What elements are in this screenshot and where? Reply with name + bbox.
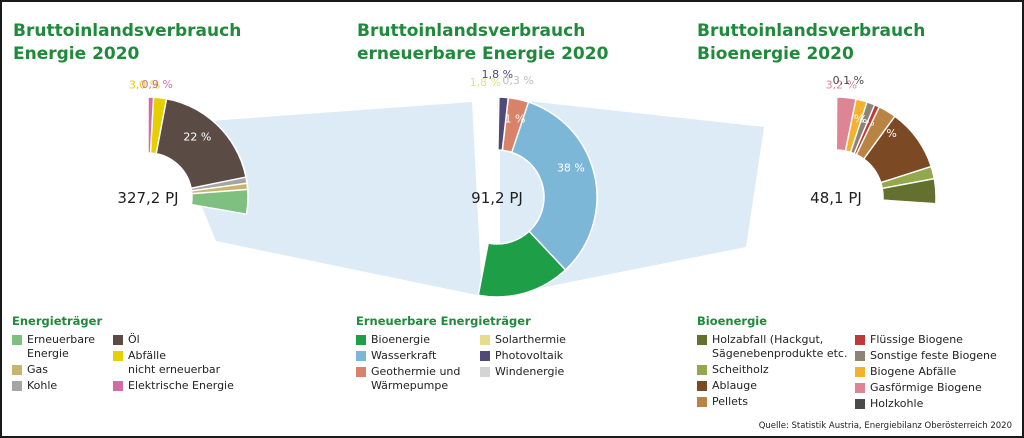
- slice-label: 3,2 %: [826, 79, 857, 92]
- legend-swatch: [855, 335, 865, 345]
- legend-label: Ablauge: [712, 379, 758, 392]
- chart-title-line: Energie 2020: [13, 44, 140, 64]
- connector-wedge: [168, 102, 482, 296]
- legend-label: Scheitholz: [712, 363, 769, 376]
- legend-swatch: [480, 351, 490, 361]
- legend-label: Kohle: [27, 379, 58, 392]
- legend-swatch: [113, 381, 123, 391]
- legend-label: Abfälle nicht erneuerbar: [128, 349, 221, 376]
- legend-label: Flüssige Biogene: [870, 333, 963, 346]
- center-total-label: 48,1 PJ: [810, 189, 862, 207]
- legend-title: Energieträger: [12, 314, 103, 328]
- legend-label: Öl: [128, 333, 140, 346]
- legend-swatch: [855, 351, 865, 361]
- legend-label: Geothermie und Wärmepumpe: [371, 365, 461, 392]
- legend-label: Gas: [27, 363, 48, 376]
- legend-label: Windenergie: [495, 365, 565, 378]
- center-total-label: 91,2 PJ: [471, 189, 523, 207]
- legend-label: Holzabfall (Hackgut, Sägenebenprodukte et…: [712, 333, 848, 360]
- legend-label: Wasserkraft: [371, 349, 437, 362]
- legend-label: Sonstige feste Biogene: [870, 349, 997, 362]
- legend-swatch: [480, 367, 490, 377]
- source-note: Quelle: Statistik Austria, Energiebilanz…: [758, 421, 1012, 431]
- legend-label: Gasförmige Biogene: [870, 381, 982, 394]
- slice-label: 0,3 %: [502, 74, 533, 87]
- legend-swatch: [12, 381, 22, 391]
- legend-label: Photovoltaik: [495, 349, 564, 362]
- slice-label: 0,9 %: [141, 78, 172, 91]
- chart-title-line: Bioenergie 2020: [697, 44, 854, 64]
- legend-swatch: [697, 335, 707, 345]
- legend-label: Bioenergie: [371, 333, 430, 346]
- legend-swatch: [356, 351, 366, 361]
- legend-swatch: [697, 381, 707, 391]
- donut-slice: [147, 96, 247, 190]
- legend-label: Elektrische Energie: [128, 379, 234, 392]
- legend-title: Bioenergie: [697, 314, 768, 328]
- legend-label: Solarthermie: [495, 333, 566, 346]
- legend-swatch: [113, 351, 123, 361]
- slice-label: 22 %: [183, 131, 211, 144]
- legend-swatch: [356, 335, 366, 345]
- legend-swatch: [855, 367, 865, 377]
- legend-label: Holzkohle: [870, 397, 924, 410]
- slice-label: 3,0 %: [129, 78, 160, 91]
- donut-slice: [147, 96, 155, 154]
- legend-title: Erneuerbare Energieträger: [356, 314, 531, 328]
- legend-label: Biogene Abfälle: [870, 365, 957, 378]
- chart-title-bioenergie: Bruttoinlandsverbrauch Bioenergie 2020: [697, 20, 925, 66]
- chart-title-erneuerbare: Bruttoinlandsverbrauch erneuerbare Energ…: [357, 20, 608, 66]
- donut-slice: [496, 96, 598, 271]
- chart-title-line: erneuerbare Energie 2020: [357, 44, 609, 64]
- legend-swatch: [356, 367, 366, 377]
- chart-title-line: Bruttoinlandsverbrauch: [357, 21, 586, 41]
- legend-label: Pellets: [712, 395, 748, 408]
- slice-label: 1,8 %: [482, 68, 513, 81]
- legend-swatch: [480, 335, 490, 345]
- chart-title-line: Bruttoinlandsverbrauch: [697, 21, 926, 41]
- legend-swatch: [855, 399, 865, 409]
- slice-label: 1,8 %: [470, 76, 501, 89]
- legend-swatch: [12, 335, 22, 345]
- chart-title-line: Bruttoinlandsverbrauch: [13, 21, 242, 41]
- donut-slice: [835, 96, 838, 151]
- legend-label: Erneuerbare Energie: [27, 333, 96, 360]
- slice-label: 0,1 %: [833, 74, 864, 87]
- donut-slice: [496, 96, 500, 151]
- slice-label: 38 %: [557, 162, 585, 175]
- legend-swatch: [12, 365, 22, 375]
- legend-swatch: [113, 335, 123, 345]
- chart-title-energie: Bruttoinlandsverbrauch Energie 2020: [13, 20, 241, 66]
- center-total-label: 327,2 PJ: [117, 189, 178, 207]
- legend-swatch: [855, 383, 865, 393]
- legend-swatch: [697, 365, 707, 375]
- legend-swatch: [697, 397, 707, 407]
